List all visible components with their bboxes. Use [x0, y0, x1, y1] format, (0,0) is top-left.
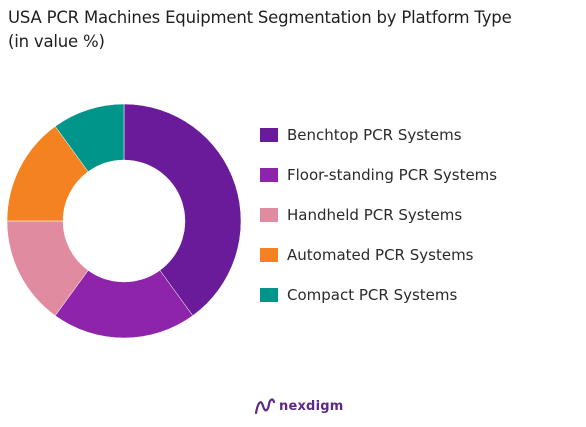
legend-swatch-benchtop	[260, 128, 278, 142]
chart-title: USA PCR Machines Equipment Segmentation …	[8, 6, 583, 54]
legend-swatch-floor-standing	[260, 168, 278, 182]
legend-label-handheld: Handheld PCR Systems	[287, 206, 463, 224]
chart-legend: Benchtop PCR Systems Floor-standing PCR …	[260, 125, 497, 325]
legend-label-benchtop: Benchtop PCR Systems	[287, 126, 462, 144]
legend-swatch-automated	[260, 248, 278, 262]
brand-logo: nexdigm	[254, 396, 343, 416]
donut-slice-floor-standing-pcr-systems	[54, 270, 194, 339]
donut-slice-compact-pcr-systems	[54, 103, 125, 172]
legend-item-benchtop: Benchtop PCR Systems	[260, 125, 497, 145]
donut-slice-benchtop-pcr-systems	[123, 103, 242, 317]
nexdigm-logo-icon	[254, 398, 276, 415]
legend-label-compact: Compact PCR Systems	[287, 286, 458, 304]
donut-chart	[6, 103, 242, 339]
chart-title-line-1: USA PCR Machines Equipment Segmentation …	[8, 8, 512, 27]
legend-label-floor-standing: Floor-standing PCR Systems	[287, 166, 498, 184]
legend-item-automated: Automated PCR Systems	[260, 245, 497, 265]
legend-item-floor-standing: Floor-standing PCR Systems	[260, 165, 497, 185]
chart-title-line-2: (in value %)	[8, 32, 105, 51]
legend-item-handheld: Handheld PCR Systems	[260, 205, 497, 225]
brand-name: nexdigm	[279, 398, 344, 414]
legend-label-automated: Automated PCR Systems	[287, 246, 474, 264]
legend-swatch-compact	[260, 288, 278, 302]
legend-swatch-handheld	[260, 208, 278, 222]
legend-item-compact: Compact PCR Systems	[260, 285, 497, 305]
